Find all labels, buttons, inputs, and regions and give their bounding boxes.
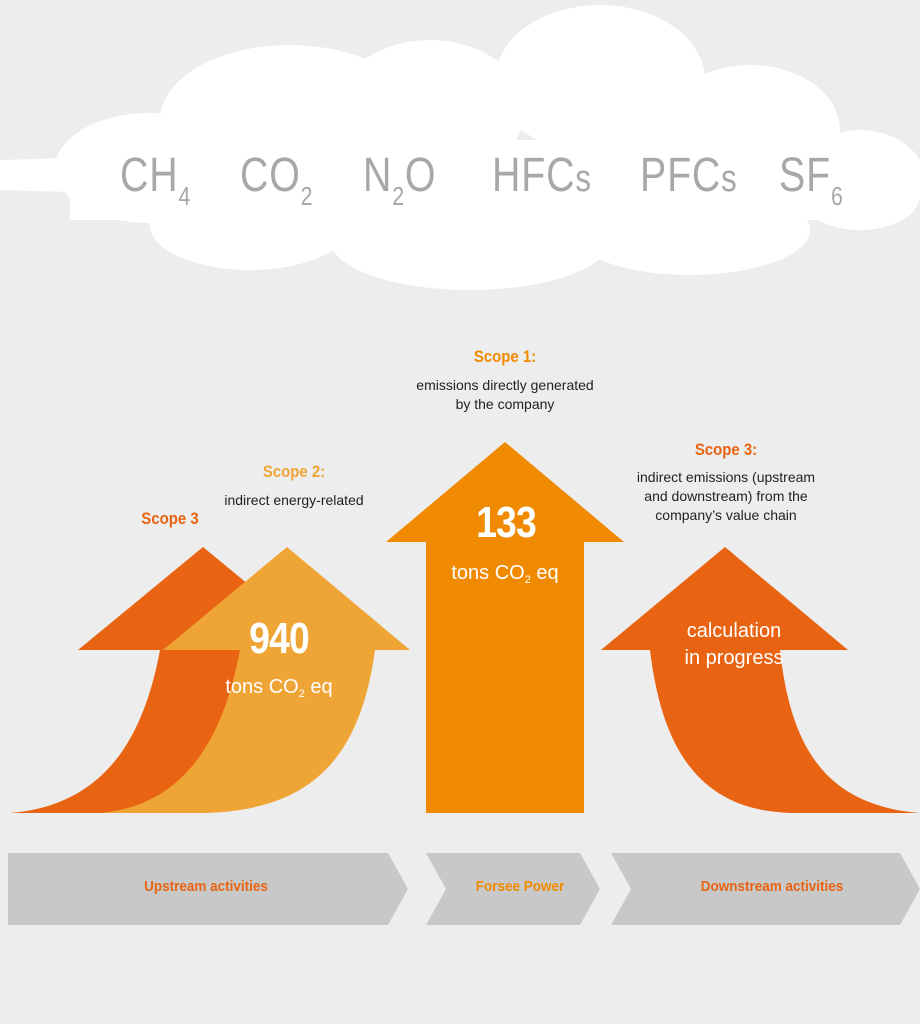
company-label: Forsee Power <box>475 878 565 895</box>
scope1-arrow <box>386 442 624 813</box>
scope3-downstream-title: Scope 3: <box>694 440 758 459</box>
downstream-activities-label: Downstream activities <box>700 878 844 895</box>
scope3-status: calculation in progress <box>684 620 784 669</box>
emissions-cloud <box>0 5 920 290</box>
scope2-unit: tons CO2 eq <box>225 676 333 700</box>
scope3-downstream-arrow <box>601 547 920 813</box>
upstream-activities-label: Upstream activities <box>144 878 268 895</box>
gas-pfcs: PFCs <box>640 149 738 202</box>
company-chevron <box>426 853 600 925</box>
gas-sf6: SF6 <box>779 149 844 211</box>
scope2-description: indirect energy-related <box>224 492 364 508</box>
gas-hfcs: HFCs <box>492 149 592 202</box>
gas-n2o: N2O <box>363 149 437 211</box>
scope3-upstream-title: Scope 3 <box>141 509 199 528</box>
scope1-unit: tons CO2 eq <box>451 562 559 586</box>
gas-ch4: CH4 <box>120 149 192 211</box>
scope3-description: indirect emissions (upstream and downstr… <box>636 469 816 523</box>
scope1-title: Scope 1: <box>473 347 537 366</box>
scope2-value: 940 <box>249 614 310 663</box>
scope2-title: Scope 2: <box>262 462 326 481</box>
downstream-chevron <box>611 853 920 925</box>
upstream-chevron <box>8 853 408 925</box>
scope1-description: emissions directly generated by the comp… <box>416 377 594 412</box>
scope1-value: 133 <box>476 498 537 547</box>
scope2-arrow <box>100 547 410 813</box>
gas-co2: CO2 <box>240 149 314 211</box>
